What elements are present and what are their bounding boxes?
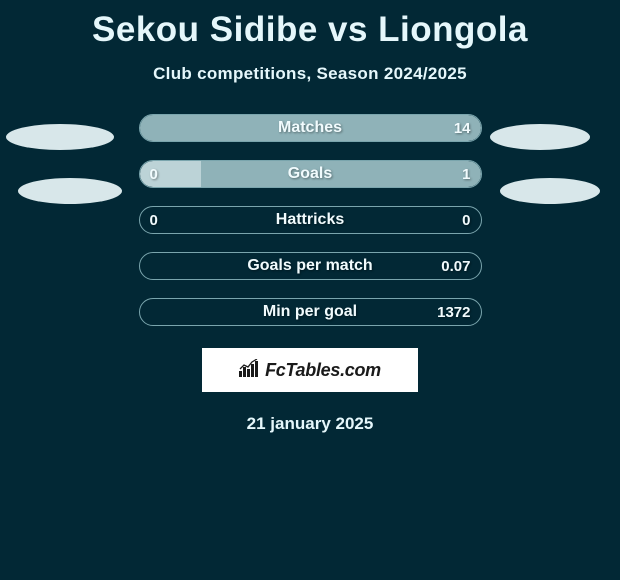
date-text: 21 january 2025 [0, 414, 620, 434]
page-title: Sekou Sidibe vs Liongola [0, 0, 620, 50]
logo-box: FcTables.com [202, 348, 418, 392]
stat-label: Hattricks [276, 211, 344, 229]
stat-right-value: 1372 [437, 304, 470, 321]
stat-left-value: 0 [150, 166, 158, 183]
stat-fill-right [201, 161, 481, 187]
stat-label: Matches [278, 119, 342, 137]
stat-label: Min per goal [263, 303, 357, 321]
stat-row: Matches 14 [139, 114, 482, 142]
stat-row: Min per goal 1372 [139, 298, 482, 326]
stat-row: 0 Hattricks 0 [139, 206, 482, 234]
subtitle: Club competitions, Season 2024/2025 [0, 64, 620, 84]
stat-right-value: 0 [462, 212, 470, 229]
stat-label: Goals [288, 165, 332, 183]
stat-row: Goals per match 0.07 [139, 252, 482, 280]
decorative-ellipse [500, 178, 600, 204]
stat-label: Goals per match [247, 257, 372, 275]
logo-text: FcTables.com [265, 360, 381, 381]
stat-row: 0 Goals 1 [139, 160, 482, 188]
decorative-ellipse [18, 178, 122, 204]
decorative-ellipse [6, 124, 114, 150]
chart-icon [239, 359, 259, 382]
stat-right-value: 0.07 [441, 258, 470, 275]
stat-left-value: 0 [150, 212, 158, 229]
decorative-ellipse [490, 124, 590, 150]
stat-right-value: 14 [454, 120, 471, 137]
stat-right-value: 1 [462, 166, 470, 183]
